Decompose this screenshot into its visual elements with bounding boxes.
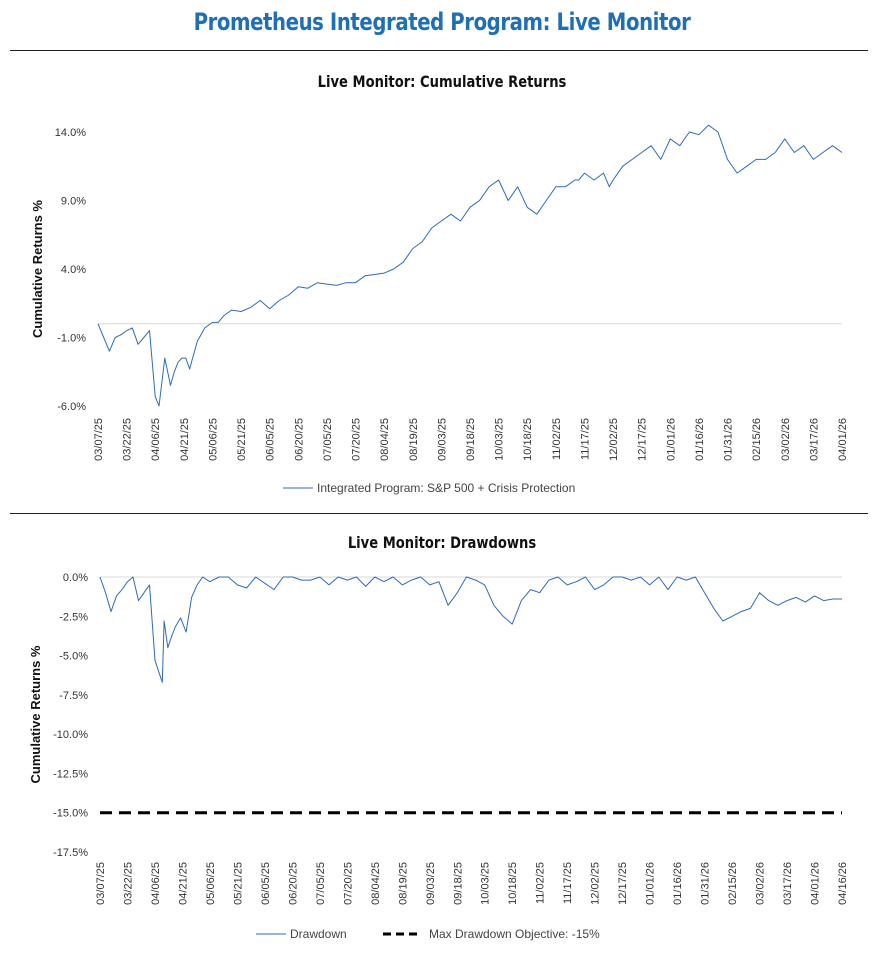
y-tick-label: -2.5% <box>59 611 88 623</box>
y-axis-title: Cumulative Returns % <box>28 645 43 783</box>
x-tick-label: 01/16/26 <box>672 862 684 905</box>
legend-label: Drawdown <box>290 927 347 941</box>
x-tick-label: 02/15/26 <box>727 862 739 905</box>
x-tick-label: 04/06/25 <box>150 418 162 461</box>
x-tick-label: 09/03/25 <box>436 418 448 461</box>
x-tick-label: 09/18/25 <box>465 418 477 461</box>
x-tick-label: 05/06/25 <box>207 418 219 461</box>
x-tick-label: 08/19/25 <box>408 418 420 461</box>
series-line <box>97 124 843 407</box>
x-tick-label: 09/18/25 <box>452 862 464 905</box>
x-tick-label: 10/03/25 <box>480 862 492 905</box>
legend-label: Integrated Program: S&P 500 + Crisis Pro… <box>317 481 575 495</box>
x-tick-label: 04/01/26 <box>837 418 849 461</box>
x-tick-label: 03/22/25 <box>122 418 134 461</box>
x-tick-label: 03/07/25 <box>93 418 105 461</box>
y-tick-label: -15.0% <box>53 808 88 820</box>
chart-title-cumulative: Live Monitor: Cumulative Returns <box>317 72 567 91</box>
y-tick-label: -5.0% <box>59 651 88 663</box>
x-tick-label: 12/02/25 <box>590 862 602 905</box>
y-tick-label: -6.0% <box>57 401 86 413</box>
x-tick-label: 05/21/25 <box>236 418 248 461</box>
x-tick-label: 06/20/25 <box>293 418 305 461</box>
x-tick-label: 06/05/25 <box>265 418 277 461</box>
x-tick-label: 12/02/25 <box>608 418 620 461</box>
x-tick-label: 07/05/25 <box>315 862 327 905</box>
x-tick-label: 08/19/25 <box>397 862 409 905</box>
x-tick-label: 11/02/25 <box>535 862 547 904</box>
x-tick-label: 03/17/26 <box>808 418 820 461</box>
x-tick-label: 03/22/25 <box>122 862 134 905</box>
x-tick-label: 10/18/25 <box>522 418 534 461</box>
x-tick-label: 01/31/26 <box>700 862 712 905</box>
series-line <box>99 576 842 683</box>
y-tick-label: -7.5% <box>59 690 88 702</box>
x-tick-label: 01/01/26 <box>665 418 677 461</box>
x-tick-label: 04/06/25 <box>150 862 162 905</box>
legend-label: Max Drawdown Objective: -15% <box>429 927 600 941</box>
x-tick-label: 06/05/25 <box>260 862 272 905</box>
x-tick-label: 08/04/25 <box>370 862 382 905</box>
x-tick-label: 11/17/25 <box>562 862 574 904</box>
x-tick-label: 10/18/25 <box>507 862 519 905</box>
x-tick-label: 03/02/26 <box>780 418 792 461</box>
x-tick-label: 12/17/25 <box>617 862 629 905</box>
drawdowns-chart: 0.0% -2.5% -5.0% -7.5% -10.0% -12.5% -15.0% -17… <box>28 572 849 941</box>
y-tick-label: -10.0% <box>53 729 88 741</box>
x-tick-label: 01/01/26 <box>645 862 657 905</box>
x-tick-label: 03/07/25 <box>95 862 107 905</box>
x-tick-label: 01/31/26 <box>723 418 735 461</box>
x-tick-label: 05/21/25 <box>232 862 244 905</box>
y-tick-label: 9.0% <box>61 196 86 208</box>
x-tick-label: 04/21/25 <box>177 862 189 905</box>
x-tick-label: 08/04/25 <box>379 418 391 461</box>
x-tick-label: 03/17/26 <box>782 862 794 905</box>
section-divider <box>10 513 868 514</box>
x-tick-label: 07/20/25 <box>342 862 354 905</box>
x-tick-label: 11/02/25 <box>551 418 563 460</box>
x-tick-label: 10/03/25 <box>494 418 506 461</box>
chart-title-drawdowns: Live Monitor: Drawdowns <box>347 533 537 552</box>
cumulative-returns-chart: -6.0% -1.0% 4.0% 9.0% 14.0% Cumulative Return… <box>30 124 849 495</box>
x-tick-label: 07/20/25 <box>351 418 363 461</box>
y-tick-label: 0.0% <box>63 572 88 584</box>
x-tick-label: 06/20/25 <box>287 862 299 905</box>
x-tick-label: 12/17/25 <box>637 418 649 461</box>
x-tick-label: 09/03/25 <box>425 862 437 905</box>
y-axis-title: Cumulative Returns % <box>30 200 45 338</box>
page-title: Prometheus Integrated Program: Live Moni… <box>193 8 691 36</box>
x-tick-label: 04/01/26 <box>810 862 822 905</box>
x-tick-label: 01/16/26 <box>694 418 706 461</box>
x-tick-label: 03/02/26 <box>755 862 767 905</box>
title-divider <box>10 50 868 51</box>
y-tick-label: 14.0% <box>55 127 86 139</box>
x-tick-label: 07/05/25 <box>322 418 334 461</box>
y-tick-label: 4.0% <box>61 264 86 276</box>
x-tick-label: 04/21/25 <box>179 418 191 461</box>
y-tick-label: -1.0% <box>57 333 86 345</box>
x-tick-label: 02/15/26 <box>751 418 763 461</box>
x-tick-label: 11/17/25 <box>579 418 591 460</box>
x-tick-label: 05/06/25 <box>205 862 217 905</box>
x-tick-label: 04/16/26 <box>837 862 849 905</box>
y-tick-label: -12.5% <box>53 768 88 780</box>
y-tick-label: -17.5% <box>53 847 88 859</box>
